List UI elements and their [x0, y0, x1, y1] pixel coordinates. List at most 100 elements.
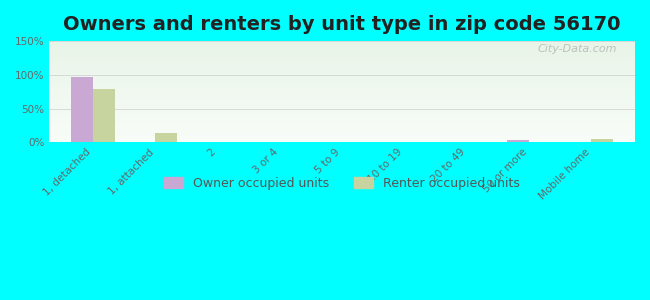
- Bar: [507, 140, 529, 142]
- Bar: [49, 66, 635, 68]
- Bar: [49, 84, 635, 85]
- Bar: [72, 77, 93, 142]
- Bar: [49, 128, 635, 129]
- Bar: [49, 62, 635, 63]
- Bar: [49, 123, 635, 124]
- Legend: Owner occupied units, Renter occupied units: Owner occupied units, Renter occupied un…: [159, 172, 525, 195]
- Bar: [49, 126, 635, 127]
- Bar: [49, 121, 635, 122]
- Bar: [49, 137, 635, 138]
- Bar: [49, 138, 635, 139]
- Bar: [49, 69, 635, 70]
- Text: City-Data.com: City-Data.com: [538, 44, 617, 54]
- Bar: [49, 48, 635, 49]
- Bar: [49, 43, 635, 44]
- Bar: [49, 55, 635, 56]
- Bar: [49, 85, 635, 86]
- Bar: [49, 98, 635, 99]
- Bar: [49, 47, 635, 48]
- Bar: [49, 88, 635, 89]
- Bar: [49, 119, 635, 120]
- Bar: [49, 65, 635, 66]
- Bar: [49, 97, 635, 98]
- Bar: [49, 110, 635, 111]
- Bar: [49, 127, 635, 128]
- Bar: [49, 135, 635, 136]
- Bar: [49, 90, 635, 91]
- Bar: [49, 133, 635, 134]
- Bar: [49, 93, 635, 94]
- Bar: [49, 115, 635, 116]
- Bar: [49, 81, 635, 82]
- Bar: [49, 61, 635, 62]
- Bar: [49, 129, 635, 130]
- Bar: [49, 82, 635, 83]
- Bar: [49, 134, 635, 135]
- Bar: [49, 103, 635, 104]
- Bar: [49, 68, 635, 69]
- Bar: [49, 64, 635, 65]
- Bar: [49, 51, 635, 52]
- Bar: [49, 99, 635, 100]
- Bar: [49, 141, 635, 142]
- Bar: [49, 108, 635, 109]
- Bar: [49, 130, 635, 131]
- Bar: [49, 100, 635, 101]
- Bar: [49, 124, 635, 125]
- Bar: [49, 63, 635, 64]
- Bar: [49, 101, 635, 102]
- Bar: [49, 122, 635, 123]
- Bar: [49, 106, 635, 107]
- Bar: [49, 92, 635, 93]
- Bar: [49, 80, 635, 81]
- Bar: [49, 57, 635, 58]
- Bar: [49, 120, 635, 121]
- Bar: [49, 58, 635, 59]
- Bar: [49, 105, 635, 106]
- Bar: [93, 89, 115, 142]
- Bar: [49, 96, 635, 97]
- Bar: [49, 53, 635, 54]
- Bar: [155, 133, 177, 142]
- Bar: [49, 94, 635, 95]
- Bar: [49, 107, 635, 108]
- Bar: [49, 114, 635, 115]
- Bar: [49, 95, 635, 96]
- Bar: [49, 117, 635, 118]
- Bar: [49, 116, 635, 117]
- Bar: [49, 41, 635, 42]
- Bar: [49, 71, 635, 73]
- Bar: [49, 44, 635, 45]
- Bar: [49, 102, 635, 103]
- Bar: [49, 42, 635, 43]
- Bar: [49, 82, 635, 84]
- Bar: [49, 139, 635, 140]
- Bar: [49, 136, 635, 137]
- Bar: [49, 45, 635, 46]
- Bar: [49, 70, 635, 71]
- Bar: [49, 52, 635, 53]
- Bar: [49, 49, 635, 50]
- Bar: [49, 50, 635, 51]
- Bar: [49, 87, 635, 88]
- Bar: [49, 54, 635, 55]
- Bar: [49, 109, 635, 110]
- Bar: [49, 77, 635, 79]
- Bar: [592, 139, 613, 142]
- Bar: [49, 140, 635, 141]
- Bar: [49, 59, 635, 60]
- Title: Owners and renters by unit type in zip code 56170: Owners and renters by unit type in zip c…: [64, 15, 621, 34]
- Bar: [49, 131, 635, 132]
- Bar: [49, 89, 635, 90]
- Bar: [49, 91, 635, 92]
- Bar: [49, 74, 635, 76]
- Bar: [49, 113, 635, 114]
- Bar: [49, 79, 635, 80]
- Bar: [49, 112, 635, 113]
- Bar: [49, 60, 635, 61]
- Bar: [49, 73, 635, 74]
- Bar: [49, 104, 635, 105]
- Bar: [49, 125, 635, 126]
- Bar: [49, 118, 635, 119]
- Bar: [49, 132, 635, 133]
